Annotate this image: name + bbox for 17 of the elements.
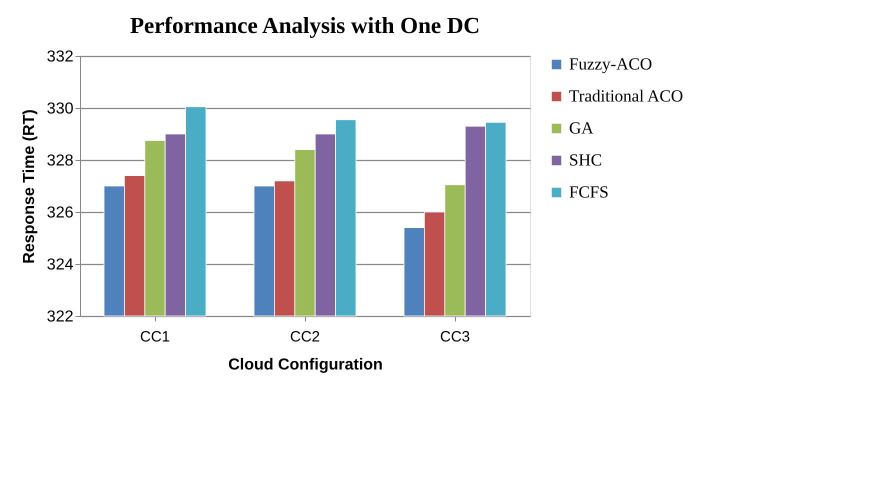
legend-label: Traditional ACO <box>569 86 684 106</box>
legend-label: Fuzzy-ACO <box>569 54 652 74</box>
y-tick-label: 332 <box>46 48 74 66</box>
y-tick-label: 322 <box>46 308 74 326</box>
x-axis-title: Cloud Configuration <box>228 356 383 374</box>
legend-label: GA <box>569 118 594 138</box>
x-tick-label: CC2 <box>290 328 320 346</box>
y-axis-title: Response Time (RT) <box>20 109 38 264</box>
y-tick-label: 324 <box>46 256 74 274</box>
legend-label: SHC <box>569 150 602 170</box>
y-tick-label: 326 <box>46 204 74 222</box>
legend-label: FCFS <box>569 182 609 202</box>
y-tick-label: 330 <box>46 100 74 118</box>
y-tick-label: 328 <box>46 152 74 170</box>
x-tick-label: CC3 <box>440 328 470 346</box>
x-tick-label: CC1 <box>140 328 170 346</box>
chart-title: Performance Analysis with One DC <box>130 13 480 38</box>
